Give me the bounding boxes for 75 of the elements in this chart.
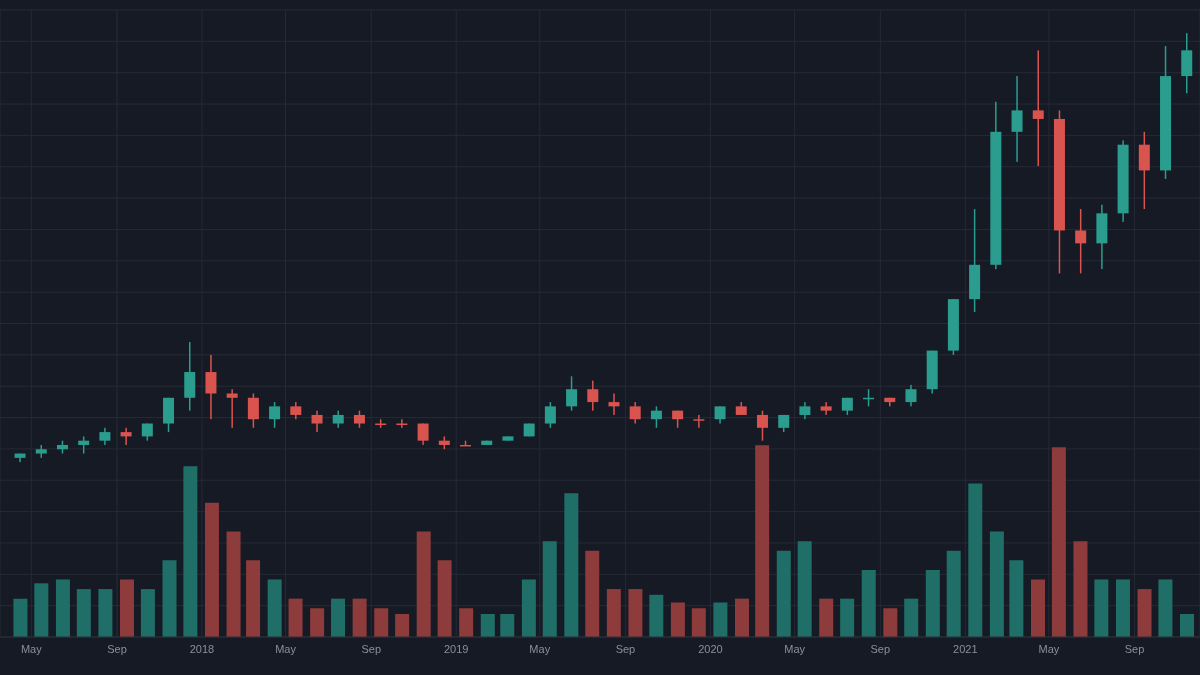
bar [226, 531, 241, 637]
x-tick-label: Sep [107, 642, 127, 655]
bar [310, 608, 325, 637]
bar [1137, 589, 1152, 637]
bar [1158, 579, 1173, 637]
bar [1009, 560, 1024, 637]
bar [374, 608, 389, 637]
bar [98, 589, 113, 637]
bar [691, 608, 706, 637]
candlestick [608, 393, 620, 415]
bar [1073, 541, 1088, 637]
bar [34, 583, 49, 637]
bar [1030, 579, 1045, 637]
bar [459, 608, 474, 637]
x-tick-label: May [784, 642, 806, 655]
bar [649, 594, 664, 637]
bar [521, 579, 536, 637]
x-tick-label: 2019 [443, 642, 469, 655]
bar [1115, 579, 1130, 637]
bar [713, 602, 728, 637]
bar [395, 613, 410, 637]
candlestick [120, 427, 132, 445]
bar [140, 589, 155, 637]
bar [946, 550, 961, 637]
x-tick-label: May [1038, 642, 1060, 655]
bar [585, 550, 600, 637]
bar [416, 531, 431, 637]
bar [480, 613, 495, 637]
bar [183, 466, 198, 637]
x-tick-label: 2018 [189, 642, 215, 655]
bar [437, 560, 452, 637]
bar [606, 589, 621, 637]
bar [883, 608, 898, 637]
x-tick-label: Sep [615, 642, 636, 655]
bar [989, 531, 1004, 637]
bar [1094, 579, 1109, 637]
x-tick-label: May [275, 642, 297, 655]
bar [500, 613, 515, 637]
bar [861, 569, 876, 637]
bar [564, 493, 579, 637]
bar [55, 579, 70, 637]
bar [968, 483, 983, 637]
bar [204, 502, 219, 637]
candlestick [1011, 76, 1023, 162]
bar [13, 598, 28, 637]
bar [162, 560, 177, 637]
x-tick-label: Sep [870, 642, 891, 655]
x-tick-label: Sep [1124, 642, 1145, 655]
bar [542, 541, 557, 637]
candlestick [226, 389, 238, 428]
bar [819, 598, 834, 637]
bar [670, 602, 685, 637]
candlestick [693, 414, 705, 428]
bar [120, 579, 135, 637]
bar [840, 598, 855, 637]
bar [904, 598, 919, 637]
bar [755, 445, 770, 637]
bar [76, 589, 91, 637]
bar [628, 589, 643, 637]
bar [288, 598, 303, 637]
x-tick-label: 2021 [953, 642, 978, 655]
bar [267, 579, 282, 637]
bar [734, 598, 749, 637]
bar [776, 550, 791, 637]
x-tick-label: 2020 [698, 642, 723, 655]
bar [797, 541, 812, 637]
bar [352, 598, 367, 637]
bar [246, 560, 261, 637]
bar [925, 569, 940, 637]
bar [1180, 613, 1195, 637]
x-tick-label: May [20, 642, 43, 655]
x-tick-label: Sep [361, 642, 381, 655]
x-tick-label: May [529, 642, 551, 655]
bar [1051, 447, 1066, 637]
bar [331, 598, 346, 637]
